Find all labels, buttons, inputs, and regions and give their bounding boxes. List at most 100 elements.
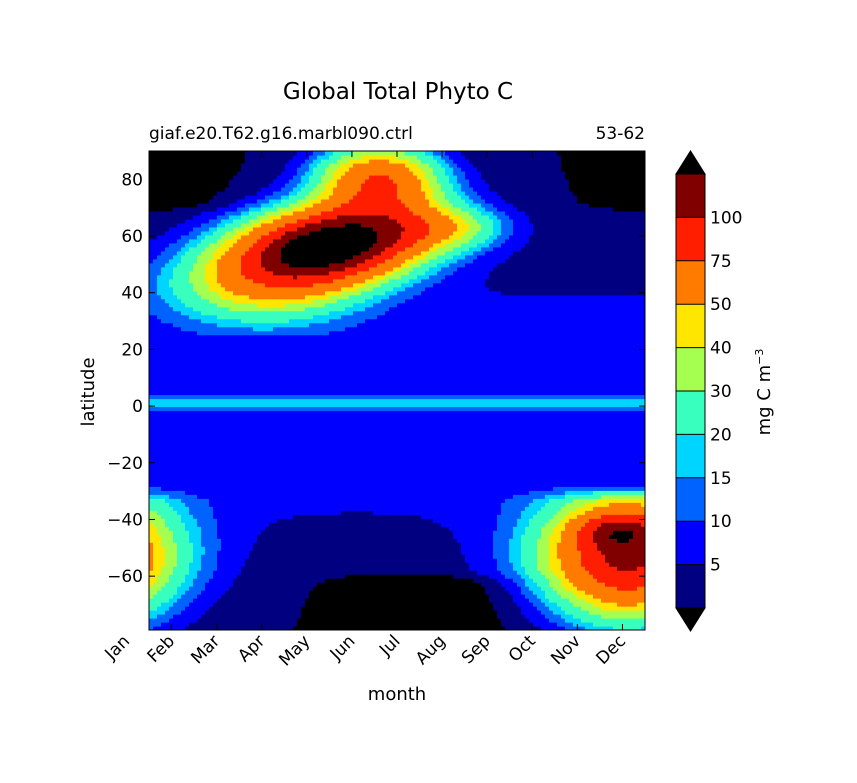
field-cell — [325, 550, 330, 555]
field-cell — [601, 598, 606, 603]
field-cell — [297, 618, 302, 623]
field-cell — [309, 494, 314, 499]
field-cell — [237, 622, 242, 627]
field-cell — [169, 466, 174, 471]
field-cell — [405, 510, 410, 515]
field-cell — [333, 498, 338, 503]
field-cell — [421, 518, 426, 523]
field-cell — [301, 554, 306, 559]
field-cell — [169, 618, 174, 623]
field-cell — [545, 486, 550, 491]
field-cell — [297, 606, 302, 611]
field-cell — [241, 470, 246, 475]
field-cell — [377, 506, 382, 511]
field-cell — [573, 610, 578, 615]
field-cell — [293, 494, 298, 499]
field-cell — [497, 614, 502, 619]
field-cell — [237, 610, 242, 615]
field-cell — [585, 578, 590, 583]
field-cell — [517, 526, 522, 531]
field-cell — [489, 530, 494, 535]
field-cell — [537, 578, 542, 583]
field-cell — [261, 598, 266, 603]
field-cell — [349, 518, 354, 523]
field-cell — [473, 494, 478, 499]
field-cell — [465, 586, 470, 591]
field-cell — [577, 610, 582, 615]
field-cell — [297, 542, 302, 547]
field-cell — [277, 602, 282, 607]
field-cell — [613, 610, 618, 615]
field-cell — [601, 506, 606, 511]
field-cell — [369, 514, 374, 519]
field-cell — [549, 578, 554, 583]
field-cell — [505, 610, 510, 615]
field-cell — [309, 470, 314, 475]
field-cell — [513, 582, 518, 587]
field-cell — [549, 490, 554, 495]
field-cell — [433, 490, 438, 495]
field-cell — [553, 482, 558, 487]
field-cell — [397, 542, 402, 547]
field-cell — [217, 622, 222, 627]
field-cell — [557, 614, 562, 619]
field-cell — [549, 518, 554, 523]
field-cell — [305, 470, 310, 475]
field-cell — [329, 558, 334, 563]
field-cell — [165, 614, 170, 619]
field-cell — [537, 598, 542, 603]
field-cell — [265, 618, 270, 623]
field-cell — [289, 570, 294, 575]
field-cell — [377, 562, 382, 567]
field-cell — [417, 530, 422, 535]
field-cell — [205, 570, 210, 575]
field-cell — [337, 626, 342, 630]
field-cell — [525, 574, 530, 579]
field-cell — [265, 594, 270, 599]
field-cell — [453, 606, 458, 611]
field-cell — [293, 506, 298, 511]
field-cell — [329, 570, 334, 575]
field-cell — [481, 590, 486, 595]
field-cell — [173, 466, 178, 471]
field-cell — [289, 518, 294, 523]
field-cell — [497, 598, 502, 603]
field-cell — [437, 490, 442, 495]
field-cell — [473, 562, 478, 567]
field-cell — [525, 486, 530, 491]
field-cell — [397, 486, 402, 491]
field-cell — [229, 586, 234, 591]
field-cell — [169, 610, 174, 615]
field-cell — [365, 578, 370, 583]
field-cell — [349, 590, 354, 595]
field-cell — [157, 582, 162, 587]
field-cell — [329, 502, 334, 507]
field-cell — [385, 602, 390, 607]
field-cell — [165, 546, 170, 551]
field-cell — [641, 522, 645, 527]
field-cell — [205, 578, 210, 583]
field-cell — [425, 566, 430, 571]
field-cell — [305, 522, 310, 527]
field-cell — [549, 470, 554, 475]
field-cell — [389, 522, 394, 527]
field-cell — [485, 506, 490, 511]
field-cell — [545, 538, 550, 543]
field-cell — [621, 574, 626, 579]
field-cell — [405, 598, 410, 603]
field-cell — [265, 546, 270, 551]
field-cell — [281, 550, 286, 555]
field-cell — [309, 534, 314, 539]
field-cell — [513, 570, 518, 575]
field-cell — [209, 506, 214, 511]
field-cell — [533, 582, 538, 587]
field-cell — [273, 554, 278, 559]
field-cell — [257, 610, 262, 615]
field-cell — [321, 574, 326, 579]
field-cell — [329, 562, 334, 567]
field-cell — [165, 478, 170, 483]
field-cell — [401, 586, 406, 591]
field-cell — [277, 538, 282, 543]
field-cell — [333, 510, 338, 515]
field-cell — [169, 566, 174, 571]
